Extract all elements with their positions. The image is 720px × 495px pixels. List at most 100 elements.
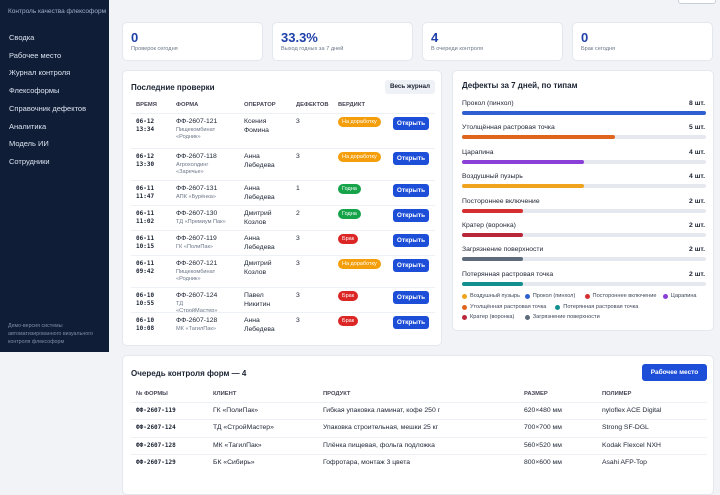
- value-label: 2 шт.: [689, 197, 705, 205]
- defect-count: 3: [296, 317, 300, 324]
- operator: Анна: [244, 153, 260, 160]
- cell: ФФ-2607-119: [136, 407, 176, 414]
- cell: ФФ-2607-129: [136, 459, 176, 467]
- legend-label: Постороннее включение: [592, 293, 657, 299]
- cell: Плёнка пищевая, фольга подложка: [323, 441, 435, 449]
- row-divider: [131, 436, 707, 438]
- nav-item[interactable]: Рабочее место: [9, 50, 62, 60]
- time: 06-10: [136, 292, 155, 299]
- time: 10:08: [136, 325, 155, 332]
- time: 10:15: [136, 243, 155, 250]
- stat-value: 0: [581, 30, 589, 45]
- column-header: КЛИЕНТ: [213, 391, 237, 397]
- column-header: ПРОДУКТ: [323, 391, 351, 397]
- open-button[interactable]: Открыть: [393, 291, 429, 304]
- operator: Никитин: [244, 301, 271, 308]
- legend-swatch: [462, 304, 467, 310]
- verdict-badge: На доработку: [338, 117, 381, 127]
- defect-count: 3: [296, 292, 300, 299]
- legend-swatch: [524, 315, 530, 320]
- nav-item[interactable]: Сотрудники: [9, 156, 50, 166]
- open-button[interactable]: Открыть: [393, 117, 429, 130]
- legend-label: Воздушный пузырь: [470, 293, 520, 299]
- verdict-badge: На доработку: [338, 152, 381, 162]
- defect-count: 3: [296, 235, 300, 242]
- bar-track: [462, 208, 706, 213]
- stat-value: 33.3%: [281, 30, 318, 45]
- workplace-button[interactable]: Рабочее место: [642, 364, 707, 381]
- defect-name: Прокол (пинхол): [462, 100, 514, 107]
- row-divider: [131, 255, 435, 256]
- bar-track: [462, 281, 706, 286]
- brand-subtitle: Контроль качества флексоформ: [8, 8, 107, 15]
- row-divider: [131, 312, 435, 313]
- operator: Анна: [244, 185, 260, 192]
- defect-count: 3: [296, 260, 300, 267]
- operator: Анна: [244, 317, 260, 324]
- nav-item[interactable]: Модель ИИ: [9, 139, 49, 149]
- cell: ФФ-2607-124: [136, 424, 176, 432]
- row-divider: [131, 205, 435, 206]
- bar: [462, 208, 523, 213]
- time: 06-12: [136, 153, 155, 160]
- time: 06-11: [136, 260, 155, 267]
- operator: Фомина: [244, 127, 269, 134]
- legend-swatch: [662, 294, 668, 299]
- legend-label: Утолщённая растровая точка: [470, 303, 547, 310]
- cell: 620×480 мм: [524, 407, 562, 414]
- legend-label: Потерянная растровая точка: [563, 303, 639, 310]
- nav-item[interactable]: Аналитика: [9, 121, 47, 131]
- client: МК «ТагилПак»: [176, 326, 216, 332]
- bar: [462, 281, 523, 286]
- card-title: Очередь контроля форм — 4: [131, 369, 247, 378]
- defect-name: Кратер (воронка): [462, 222, 516, 229]
- nav-item[interactable]: Журнал контроля: [9, 68, 71, 78]
- form-id: ФФ-2607-121: [176, 118, 218, 125]
- time: 13:34: [136, 126, 155, 133]
- cell: МК «ТагилПак»: [213, 441, 262, 449]
- nav-item[interactable]: Сводка: [9, 33, 35, 42]
- main: 0 Проверок сегодня 33.3% Выход годных за 7 …: [122, 22, 714, 495]
- bar-track: [462, 257, 706, 262]
- legend-swatch: [584, 294, 590, 299]
- legend-swatch: [462, 315, 467, 320]
- column-header: ФОРМА: [176, 102, 199, 108]
- time: 11:47: [136, 193, 155, 200]
- value-label: 2 шт.: [689, 222, 705, 229]
- operator: Дмитрий: [244, 260, 272, 267]
- row-divider: [131, 402, 707, 403]
- open-button[interactable]: Открыть: [393, 152, 429, 165]
- open-button[interactable]: Открыть: [393, 209, 429, 222]
- verdict-badge: Брак: [338, 291, 359, 301]
- cell: Asahi AFP-Top: [602, 459, 647, 467]
- nav-item[interactable]: Справочник дефектов: [9, 103, 87, 113]
- nav-item[interactable]: Флексоформы: [9, 86, 60, 96]
- time: 06-11: [136, 235, 155, 242]
- column-header: № ФОРМЫ: [136, 391, 168, 397]
- operator: Лебедева: [244, 162, 275, 169]
- card-title: Дефекты за 7 дней, по типам: [462, 81, 578, 90]
- cell: БК «Сибирь»: [213, 459, 255, 467]
- open-button[interactable]: Открыть: [393, 234, 429, 247]
- form-id: ФФ-2607-130: [176, 210, 218, 217]
- stat-card: 0 Брак сегодня: [572, 22, 713, 61]
- stat-label: В очереди контроля: [431, 46, 484, 52]
- open-button[interactable]: Открыть: [393, 259, 429, 272]
- client: АПК «Бурёнка»: [176, 194, 216, 200]
- verdict-badge: Брак: [338, 234, 359, 244]
- form-id: ФФ-2607-119: [176, 235, 217, 242]
- header-button[interactable]: [678, 0, 716, 4]
- row-divider: [131, 287, 435, 288]
- open-button[interactable]: Открыть: [393, 184, 429, 197]
- client: ТД «СтройМастер»: [176, 301, 218, 314]
- open-button[interactable]: Открыть: [393, 316, 429, 329]
- column-header: ВЕРДИКТ: [338, 102, 366, 108]
- time: 06-11: [136, 185, 155, 192]
- journal-button[interactable]: Весь журнал: [385, 80, 435, 94]
- cell: Strong SF-DGL: [602, 424, 649, 432]
- bar-track: [462, 184, 706, 189]
- bar: [462, 111, 706, 115]
- card-title: Последние проверки: [131, 83, 215, 92]
- defect-name: Постороннее включение: [462, 197, 540, 205]
